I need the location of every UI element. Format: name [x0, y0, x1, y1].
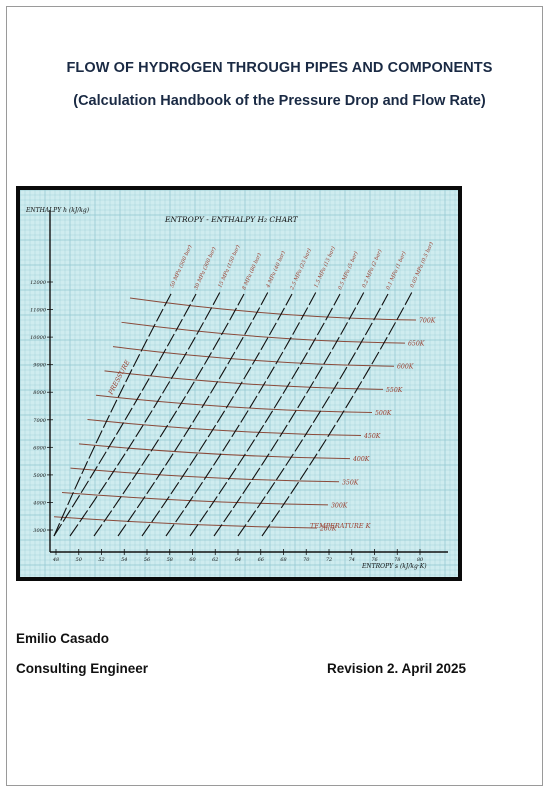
isotherm-line — [87, 419, 362, 437]
pressure-label: 0.1 MPa (1 bar) — [384, 250, 407, 290]
isotherm-line — [70, 467, 340, 483]
y-tick-label: 5000 — [33, 473, 47, 479]
isotherm-line — [121, 321, 406, 344]
x-tick-label: 58 — [167, 557, 173, 563]
isobar-line — [261, 291, 413, 537]
y-tick-label: 10000 — [30, 335, 47, 341]
isotherm-line — [61, 491, 329, 506]
author-name: Emilio Casado — [16, 631, 110, 646]
pressure-label: 4 MPa (40 bar) — [264, 250, 287, 290]
isotherm-label: 450K — [363, 433, 381, 440]
isotherm-label: 300K — [331, 502, 348, 509]
x-tick-label: 50 — [76, 557, 83, 563]
x-tick-label: 70 — [303, 557, 310, 563]
chart-axes — [49, 210, 448, 553]
isotherm-label: 550K — [386, 387, 403, 394]
pressure-label: 1.5 MPa (15 bar) — [312, 245, 336, 288]
chart-figure: 12000 11000 10000 9000 8000 7000 6000 5000 4000 3… — [20, 190, 458, 577]
x-axis-label: ENTROPY s (kJ/kg·K) — [361, 563, 427, 570]
isotherm-label: 350K — [342, 479, 359, 486]
isotherm-label: 600K — [397, 364, 414, 371]
isotherm-label: 700K — [419, 318, 436, 325]
isotherm-line — [129, 297, 417, 321]
y-tick-label: 12000 — [30, 280, 47, 286]
chart-title: ENTROPY - ENTHALPY H₂ CHART — [164, 215, 299, 224]
y-tick-label: 3000 — [33, 528, 47, 534]
x-tick-label: 78 — [394, 557, 400, 563]
isotherm-line — [104, 370, 384, 390]
author-role: Consulting Engineer — [16, 661, 149, 676]
pressure-label: 50 MPa (500 bar) — [168, 244, 193, 289]
isotherm-label: 650K — [408, 341, 425, 348]
x-tick-labels: 48 50 52 54 56 58 60 62 64 66 68 70 72 74 76 78 80 — [52, 549, 424, 563]
document-subtitle: (Calculation Handbook of the Pressure Dr… — [73, 93, 486, 109]
document-title: FLOW OF HYDROGEN THROUGH PIPES AND COMPO… — [66, 60, 493, 76]
x-tick-label: 64 — [235, 557, 241, 563]
x-tick-label: 52 — [98, 557, 104, 563]
isobar-line — [237, 293, 389, 537]
y-tick-label: 9000 — [33, 363, 47, 369]
x-tick-label: 80 — [417, 557, 424, 563]
isotherm-label: 500K — [375, 410, 392, 417]
isobar-lines — [53, 291, 413, 537]
chart-figure-frame: 12000 11000 10000 9000 8000 7000 6000 5000 4000 3… — [16, 186, 462, 581]
isotherm-label: 400K — [352, 456, 370, 463]
x-tick-label: 56 — [144, 557, 151, 563]
isotherm-label: 280K — [319, 526, 337, 533]
isotherm-labels: 700K 650K 600K 550K 500K 450K 400K 350K 300K 280K — [319, 318, 436, 533]
y-tick-label: 7000 — [33, 418, 47, 424]
temperature-axis-label: TEMPERATURE K — [310, 522, 372, 530]
y-tick-label: 11000 — [30, 308, 47, 314]
x-tick-label: 62 — [212, 557, 218, 563]
y-tick-label: 4000 — [32, 500, 47, 506]
hs-chart-svg: 12000 11000 10000 9000 8000 7000 6000 5000 4000 3… — [20, 190, 458, 577]
x-tick-label: 68 — [280, 557, 286, 563]
x-tick-label: 74 — [349, 557, 355, 563]
isobar-line — [53, 291, 173, 537]
x-tick-label: 54 — [121, 557, 127, 563]
isobar-line — [93, 293, 245, 537]
isobar-line — [165, 291, 317, 537]
revision-date: Revision 2. April 2025 — [327, 661, 467, 676]
x-tick-label: 76 — [371, 557, 378, 563]
x-tick-label: 48 — [52, 557, 59, 563]
isotherm-line — [95, 394, 373, 413]
isotherm-line — [112, 346, 395, 367]
isobar-line — [189, 293, 341, 537]
x-tick-label: 60 — [189, 557, 196, 563]
y-tick-label: 6000 — [33, 445, 47, 451]
y-axis-label: ENTHALPY h (kJ/kg) — [25, 207, 90, 214]
isobar-line — [69, 291, 221, 537]
x-tick-label: 66 — [258, 557, 265, 563]
isobar-line — [117, 291, 269, 537]
isobar-line — [53, 293, 197, 537]
page-border — [6, 6, 543, 786]
isotherm-line — [53, 516, 318, 529]
isobar-line — [213, 291, 365, 537]
y-tick-label: 8000 — [33, 390, 47, 396]
x-tick-label: 72 — [326, 557, 332, 563]
y-tick-labels: 12000 11000 10000 9000 8000 7000 6000 5000 4000 3… — [30, 280, 53, 534]
isotherm-line — [78, 443, 351, 460]
isobar-line — [141, 293, 293, 537]
